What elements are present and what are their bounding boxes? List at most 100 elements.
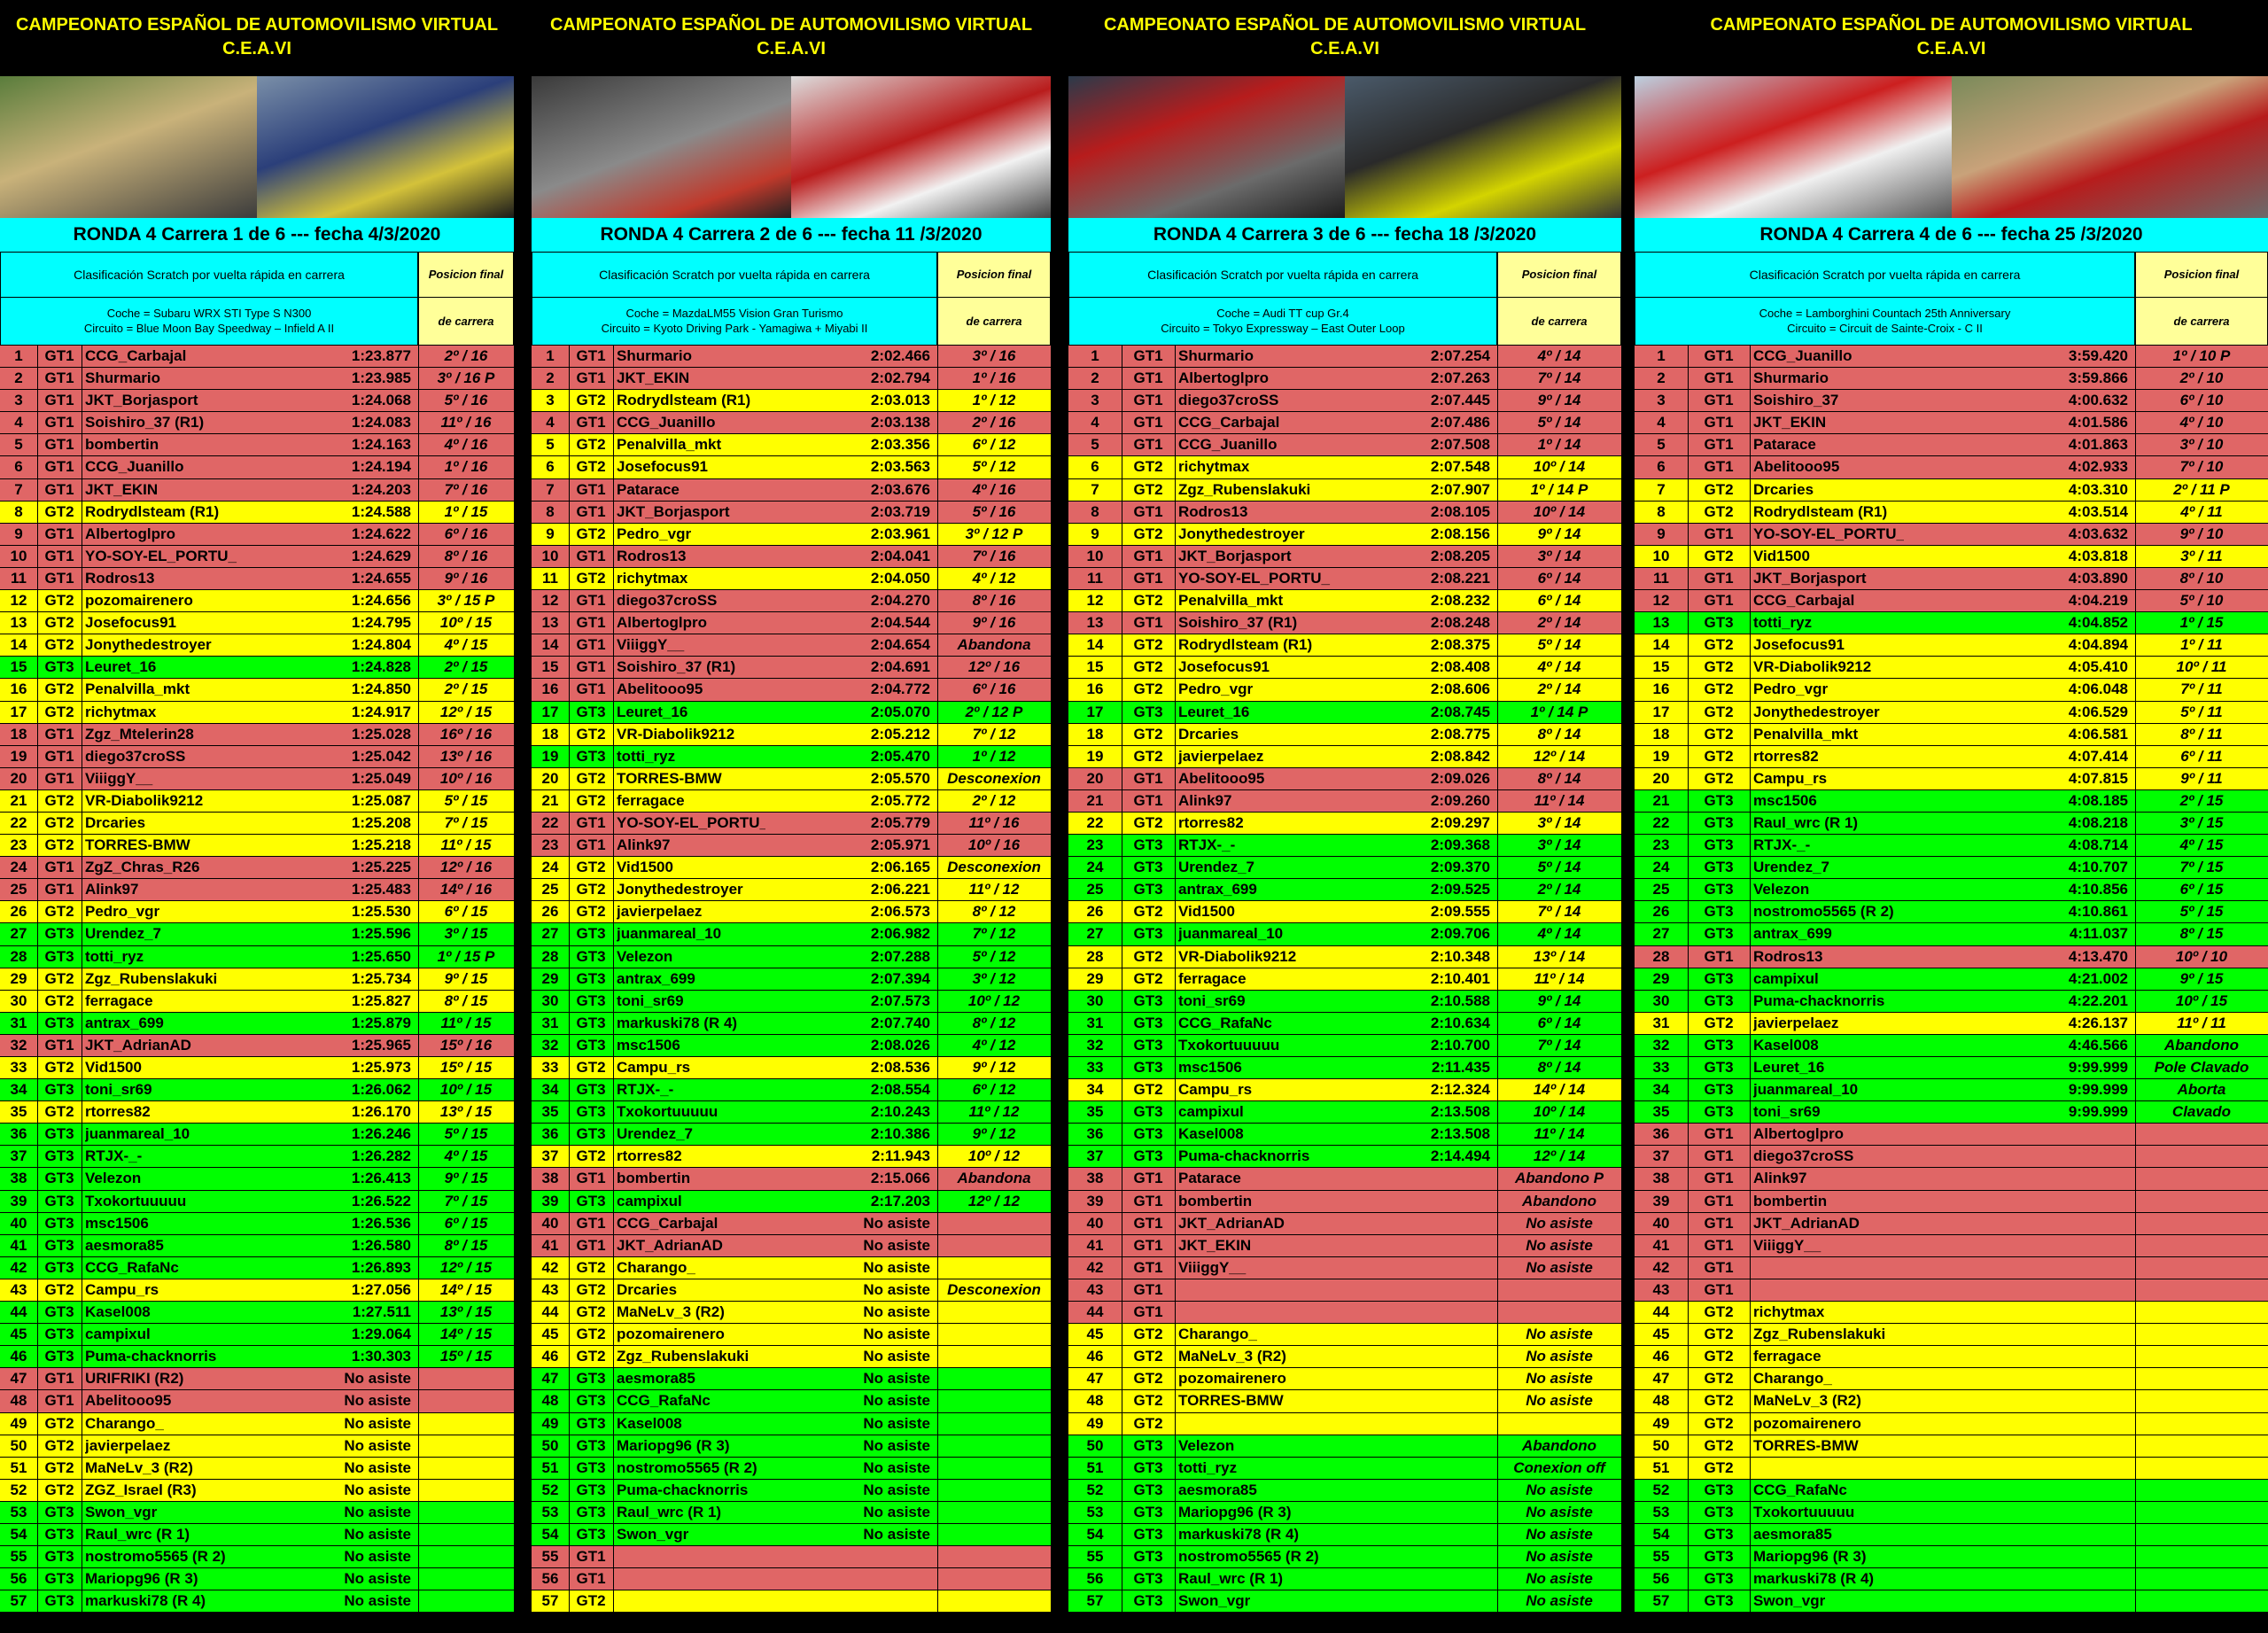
table-row: 51 GT3 nostromo5565 (R 2) No asiste (532, 1457, 1051, 1480)
row-driver: totti_ryz (1753, 614, 1813, 632)
column-divider (1175, 1012, 1176, 1034)
column-divider (37, 1590, 38, 1613)
car-label: Coche = Subaru WRX STI Type S N300 (106, 307, 312, 320)
row-class: GT2 (576, 569, 606, 587)
row-position: 28 (541, 947, 559, 965)
row-class: GT2 (1133, 525, 1163, 542)
row-position: 50 (10, 1436, 27, 1454)
column-divider (1175, 1101, 1176, 1124)
table-row: 35 GT3 Txokortuuuuu 2:10.243 11º / 12 (532, 1101, 1051, 1124)
column-divider (1750, 523, 1751, 545)
row-position: 46 (1086, 1348, 1104, 1365)
table-row: 36 GT3 Kasel008 2:13.508 11º / 14 (1068, 1124, 1621, 1147)
table-row: 29 GT2 Zgz_Rubenslakuki 1:25.734 9º / 15 (0, 968, 514, 991)
column-divider (569, 1057, 570, 1079)
column-divider (613, 390, 614, 412)
table-row: 44 GT2 richytmax (1635, 1302, 2268, 1325)
row-position: 50 (541, 1436, 559, 1454)
row-driver: Campu_rs (1753, 769, 1828, 787)
row-driver: Leuret_16 (1753, 1059, 1825, 1076)
row-class: GT2 (576, 1258, 606, 1276)
car-circuit: Coche = Audi TT cup Gr.4 Circuito = Toky… (1069, 299, 1496, 336)
row-position: 43 (1086, 1280, 1104, 1298)
row-position: 16 (541, 680, 559, 698)
row-class: GT1 (44, 547, 74, 564)
column-divider (2135, 923, 2136, 945)
row-position: 33 (541, 1059, 559, 1076)
column-divider (937, 767, 938, 789)
row-driver: MaNeLv_3 (R2) (617, 1303, 725, 1321)
row-position: 17 (1086, 703, 1104, 720)
row-laptime: No asiste (863, 1458, 930, 1476)
column-divider (613, 1168, 614, 1190)
column-divider (613, 812, 614, 835)
row-class: GT3 (1133, 1548, 1163, 1566)
row-laptime: No asiste (863, 1236, 930, 1254)
column-divider (569, 1523, 570, 1546)
column-divider (569, 1034, 570, 1056)
row-class: GT2 (1704, 636, 1734, 654)
row-driver: CCG_RafaNc (85, 1258, 179, 1276)
row-position: 40 (541, 1214, 559, 1232)
row-result: 4º / 11 (2180, 502, 2223, 520)
column-divider (2135, 1212, 2136, 1234)
row-laptime: 4:03.632 (2068, 525, 2128, 542)
row-laptime: 2:11.943 (871, 1147, 930, 1165)
row-laptime: No asiste (863, 1481, 930, 1498)
column-divider (37, 679, 38, 701)
row-laptime: No asiste (344, 1503, 411, 1520)
row-position: 53 (541, 1503, 559, 1520)
table-row: 8 GT2 Rodrydlsteam (R1) 4:03.514 4º / 11 (1635, 501, 2268, 524)
column-divider (569, 657, 570, 679)
table-row: 33 GT3 msc1506 2:11.435 8º / 14 (1068, 1057, 1621, 1080)
column-divider (2135, 767, 2136, 789)
row-driver: Shurmario (1178, 347, 1254, 364)
row-driver: toni_sr69 (1753, 1103, 1821, 1121)
table-row: 37 GT3 Puma-chacknorris 2:14.494 12º / 14 (1068, 1146, 1621, 1169)
row-laptime: 4:08.185 (2068, 791, 2128, 809)
row-result: 4º / 14 (1537, 925, 1581, 943)
row-position: 51 (10, 1458, 27, 1476)
row-laptime: No asiste (863, 1258, 930, 1276)
row-position: 34 (541, 1081, 559, 1099)
table-row: 49 GT2 (1068, 1412, 1621, 1435)
column-divider (613, 1256, 614, 1279)
row-result: 3º / 15 P (437, 592, 495, 610)
final-position-sub: de carrera (438, 315, 494, 328)
row-driver: Josefocus91 (1753, 636, 1845, 654)
classification-label: Clasificación Scratch por vuelta rápida … (1069, 253, 1496, 298)
column-divider (937, 968, 938, 990)
table-row: 13 GT2 Josefocus91 1:24.795 10º / 15 (0, 612, 514, 635)
row-result: No asiste (1526, 1548, 1593, 1566)
table-row: 42 GT1 ViiiggY__ No asiste (1068, 1256, 1621, 1279)
row-position: 52 (10, 1481, 27, 1498)
row-driver: antrax_699 (617, 969, 695, 987)
row-result: 7º / 14 (1537, 903, 1581, 921)
row-position: 11 (1653, 569, 1669, 587)
row-position: 9 (1091, 525, 1099, 542)
row-position: 48 (1086, 1392, 1104, 1410)
column-divider (937, 1568, 938, 1590)
column-divider (1497, 1234, 1498, 1256)
table-row: 38 GT3 Velezon 1:26.413 9º / 15 (0, 1168, 514, 1191)
table-row: 1 GT1 CCG_Juanillo 3:59.420 1º / 10 P (1635, 346, 2268, 369)
table-row: 38 GT1 bombertin 2:15.066 Abandona (532, 1168, 1051, 1191)
column-divider (1497, 723, 1498, 745)
row-result: 7º / 15 (444, 1192, 488, 1209)
row-position: 28 (10, 947, 27, 965)
row-laptime: No asiste (863, 1525, 930, 1543)
row-laptime: 4:11.037 (2069, 925, 2128, 943)
row-laptime: 1:23.877 (351, 347, 411, 364)
column-divider (418, 1523, 419, 1546)
column-divider (418, 923, 419, 945)
column-divider (2135, 545, 2136, 567)
column-divider (613, 1390, 614, 1412)
column-divider (1175, 767, 1176, 789)
row-position: 46 (1652, 1348, 1670, 1365)
row-position: 22 (1652, 813, 1670, 831)
column-divider (37, 745, 38, 767)
row-driver: CCG_Carbajal (1753, 592, 1855, 610)
table-row: 17 GT3 Leuret_16 2:05.070 2º / 12 P (532, 701, 1051, 724)
table-row: 11 GT1 YO-SOY-EL_PORTU_ 2:08.221 6º / 14 (1068, 567, 1621, 591)
row-laptime: No asiste (863, 1348, 930, 1365)
